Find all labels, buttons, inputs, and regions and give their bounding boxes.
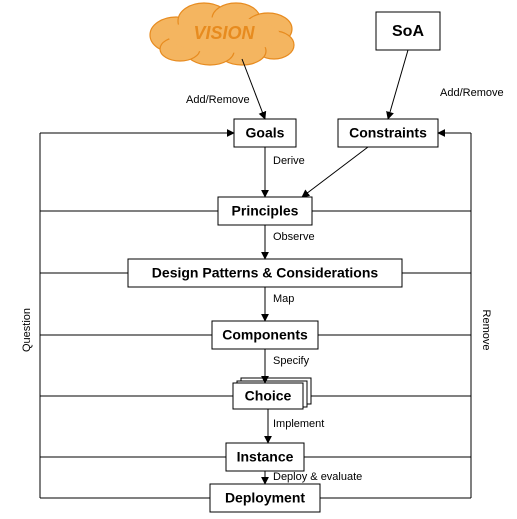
edge-label-map: Map xyxy=(273,293,294,305)
node-choice-label: Choice xyxy=(245,388,292,404)
node-components-label: Components xyxy=(222,327,308,343)
rail-left-label: Question xyxy=(21,308,33,352)
node-goals-label: Goals xyxy=(246,125,285,141)
edge-label-vision_goals: Add/Remove xyxy=(186,94,250,106)
node-instance: Instance xyxy=(226,443,304,471)
edge-label-specify: Specify xyxy=(273,355,310,367)
edge-label-observe: Observe xyxy=(273,231,315,243)
node-constraints-label: Constraints xyxy=(349,125,427,141)
node-goals: Goals xyxy=(234,119,296,147)
soa-label: SoA xyxy=(392,23,424,40)
vision-cloud: VISION xyxy=(150,3,294,65)
edge-label-soa_constraints: Add/Remove xyxy=(440,87,504,99)
node-deployment: Deployment xyxy=(210,484,320,512)
node-principles-label: Principles xyxy=(232,203,299,219)
node-components: Components xyxy=(212,321,318,349)
node-principles: Principles xyxy=(218,197,312,225)
node-dpac-label: Design Patterns & Considerations xyxy=(152,265,379,281)
rail-right-label: Remove xyxy=(480,310,492,351)
edge-label-derive: Derive xyxy=(273,155,305,167)
node-dpac: Design Patterns & Considerations xyxy=(128,259,402,287)
node-deployment-label: Deployment xyxy=(225,490,305,506)
vision-label: VISION xyxy=(193,23,255,43)
node-choice: Choice xyxy=(233,378,311,409)
edge-label-deploy: Deploy & evaluate xyxy=(273,471,362,483)
edge-label-implement: Implement xyxy=(273,418,324,430)
soa-box: SoA xyxy=(376,12,440,50)
node-instance-label: Instance xyxy=(237,449,294,465)
node-constraints: Constraints xyxy=(338,119,438,147)
